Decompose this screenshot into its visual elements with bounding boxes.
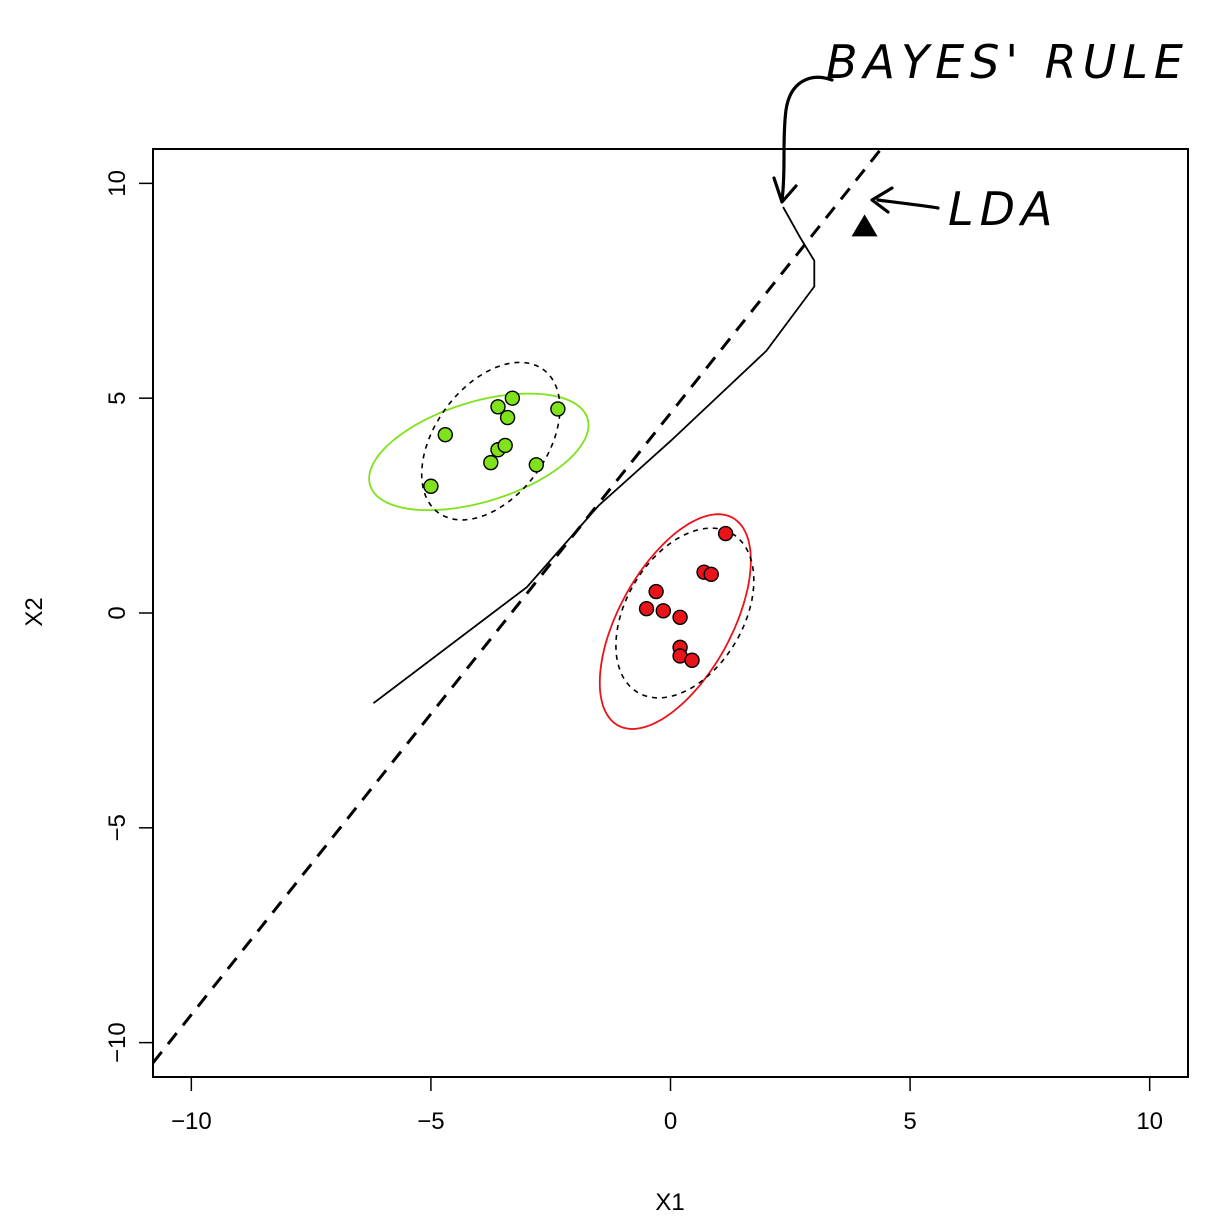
lda-annotation: LDA (870, 182, 1059, 236)
red-point (672, 609, 688, 625)
bayes-boundary-curve (372, 206, 816, 704)
green-point (490, 399, 506, 415)
lda-arrow (876, 198, 940, 210)
green-point (550, 401, 566, 417)
red-point (717, 525, 734, 542)
green-point (437, 427, 453, 443)
green-point (497, 437, 513, 454)
y-axis-title: X2 (21, 597, 48, 626)
red-point (684, 652, 700, 668)
y-tick-label: 5 (104, 392, 131, 405)
test-point-triangle (851, 214, 878, 237)
x-tick-label: 0 (664, 1108, 677, 1135)
red-point (648, 583, 664, 600)
green-point (483, 454, 499, 471)
lda-arrowhead (870, 186, 894, 214)
green-point (528, 457, 545, 473)
bayes-annotation-text: BAYES' RULE (826, 35, 1189, 89)
x-tick-label: 5 (903, 1108, 916, 1135)
red-point (703, 566, 719, 583)
bayes-arrowhead (772, 176, 798, 204)
points-layer (423, 214, 878, 668)
green-point (423, 478, 439, 494)
x-axis-title: X1 (655, 1189, 684, 1216)
x-tick-label: −10 (171, 1108, 212, 1135)
green-point (504, 390, 521, 406)
x-tick-label: −5 (417, 1108, 444, 1135)
y-tick-label: −5 (104, 814, 131, 841)
y-tick-label: 10 (104, 170, 131, 197)
lda-boundary-line (151, 148, 883, 1064)
red-point (655, 603, 672, 619)
axes-layer: −10 −5 0 5 10 −10 −5 0 5 10 (104, 170, 1163, 1135)
bayes-arrow (780, 75, 834, 202)
y-tick-label: −10 (104, 1022, 131, 1063)
ellipse-dashed (420, 361, 561, 521)
y-tick-label: 0 (104, 606, 131, 619)
ellipse-solid (598, 513, 752, 730)
green-point (499, 409, 516, 426)
red-point (638, 601, 655, 617)
boundaries-layer (151, 148, 883, 1064)
x-tick-label: 10 (1136, 1108, 1163, 1135)
lda-annotation-text: LDA (948, 182, 1059, 236)
bayes-annotation: BAYES' RULE (772, 35, 1189, 204)
